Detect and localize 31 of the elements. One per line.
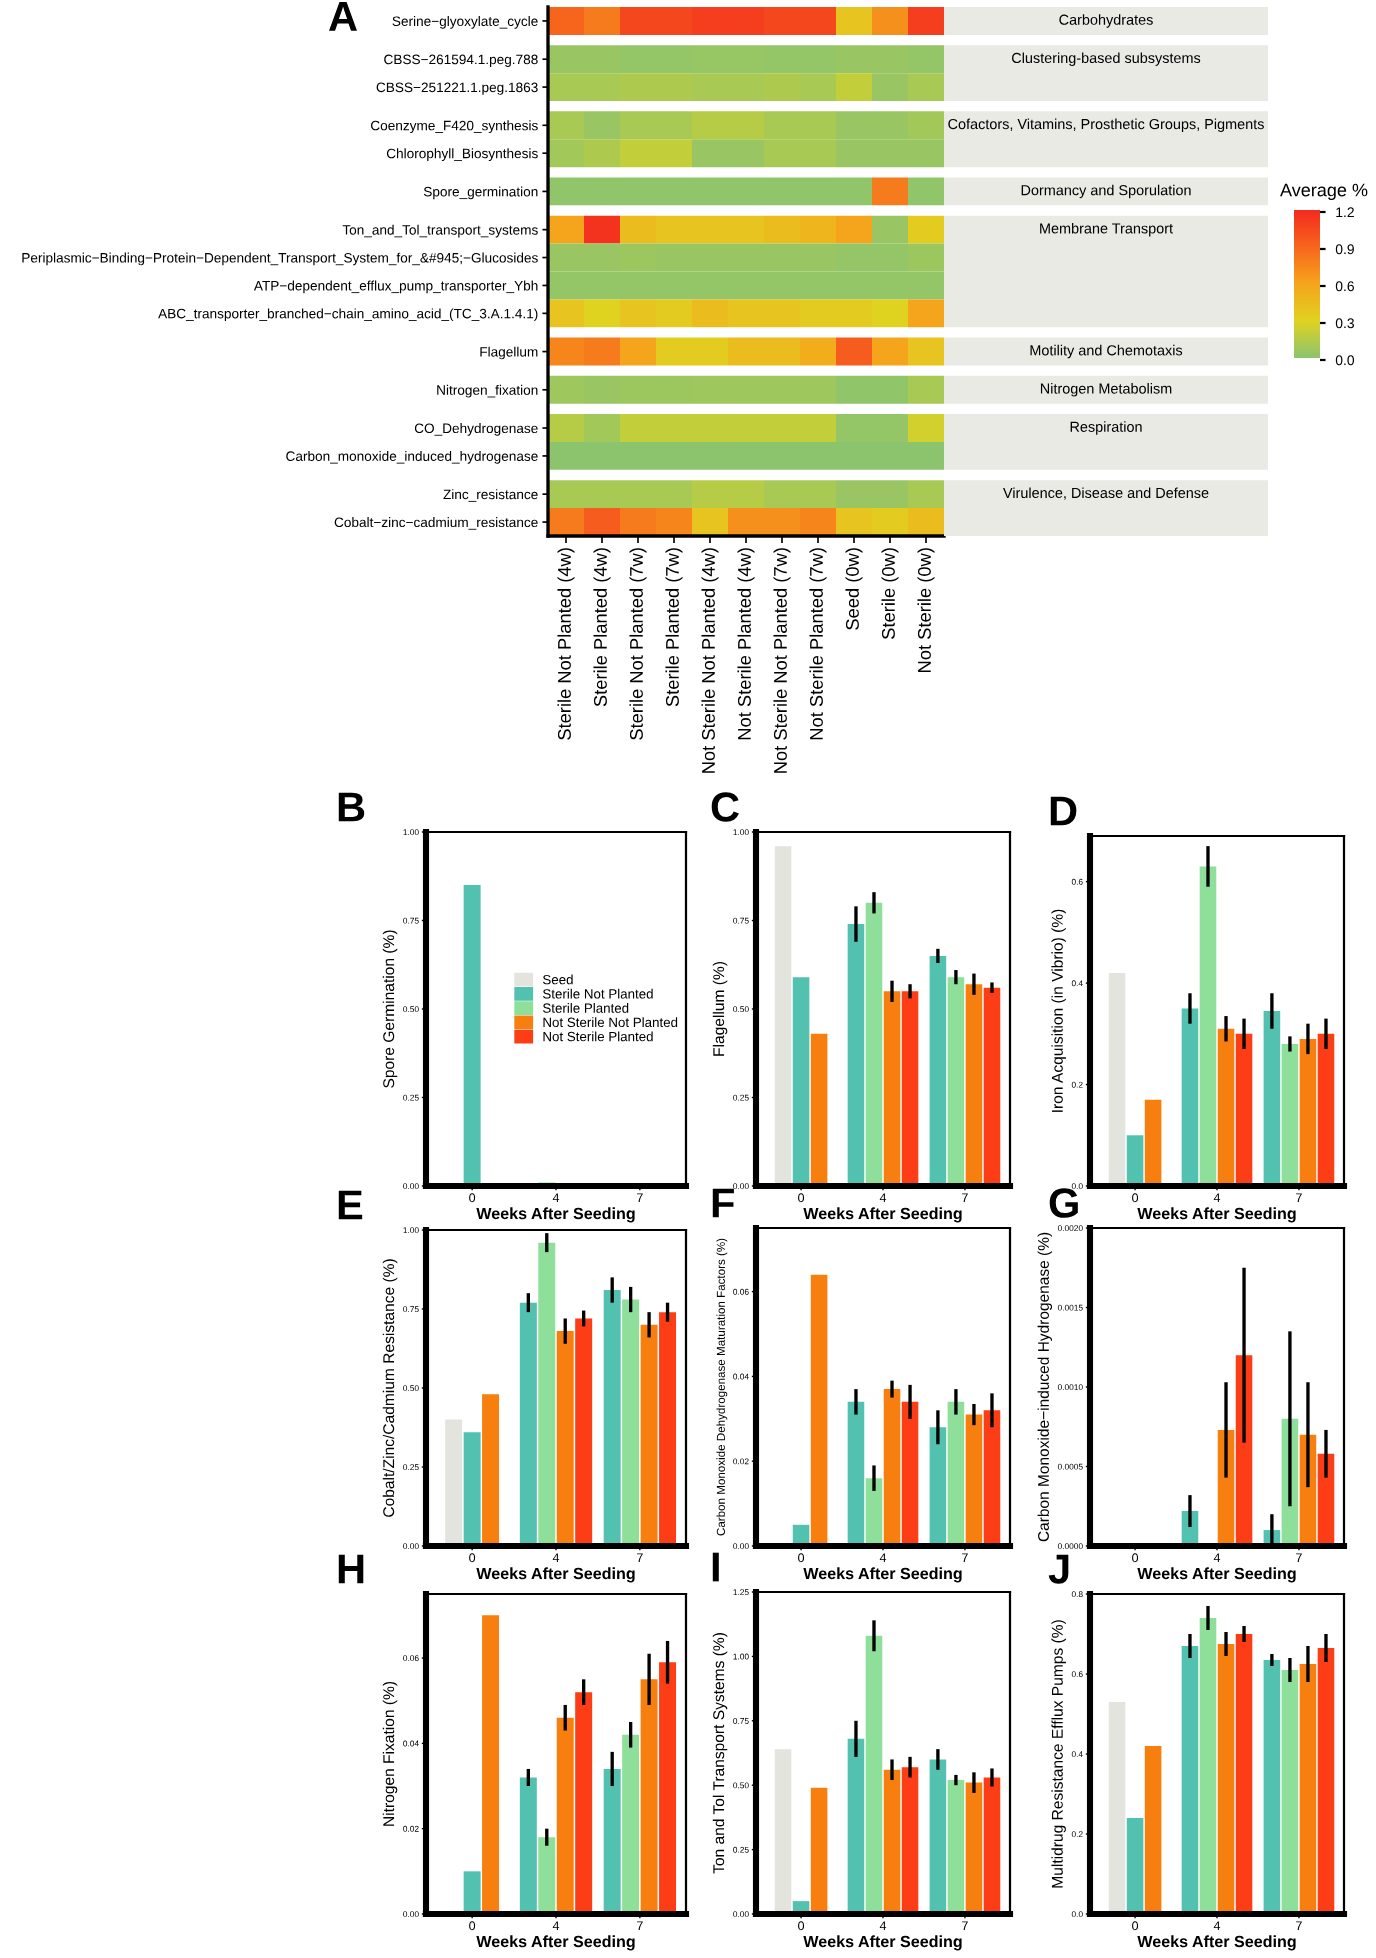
chart-title: B [338, 792, 365, 822]
chart-title: D [1050, 796, 1077, 826]
x-tick-label: Not Sterile Not Planted (4w) [701, 548, 719, 773]
chart-title: F [712, 1188, 734, 1218]
x-tick-label: Sterile Planted (4w) [593, 548, 611, 707]
x-tick-label: Not Sterile Planted (4w) [737, 548, 755, 740]
x-axis-title: Weeks After Seeding [1137, 1935, 1296, 1951]
x-tick-label: Sterile Planted (7w) [665, 548, 683, 707]
chart-title: H [338, 1554, 364, 1584]
x-tick-label: Sterile Not Planted (4w) [557, 548, 575, 740]
x-tick-label: Not Sterile Not Planted (7w) [773, 548, 791, 773]
x-axis-title: Weeks After Seeding [1137, 1567, 1296, 1583]
x-axis-title: Weeks After Seeding [476, 1207, 635, 1223]
chart-title: C [711, 792, 739, 822]
x-tick-label: Not Sterile Planted (7w) [809, 548, 827, 740]
chart-title: J [1048, 1554, 1069, 1584]
x-tick-label: Sterile Not Planted (7w) [629, 548, 647, 740]
chart-title: E [338, 1190, 363, 1220]
color-bar-title: Average % [1280, 183, 1368, 200]
x-tick-label: Sterile (0w) [881, 548, 899, 639]
x-axis-title: Weeks After Seeding [476, 1935, 635, 1951]
chart-title: G [1049, 1188, 1078, 1218]
x-axis-title: Weeks After Seeding [803, 1207, 962, 1223]
x-tick-label: Seed (0w) [845, 548, 863, 630]
x-axis-title: Weeks After Seeding [476, 1567, 635, 1583]
x-tick-label: Not Sterile (0w) [917, 548, 935, 672]
x-axis-title: Weeks After Seeding [803, 1935, 962, 1951]
x-axis-title: Weeks After Seeding [803, 1567, 962, 1583]
x-axis-title: Weeks After Seeding [1137, 1207, 1296, 1223]
chart-title: I [712, 1552, 719, 1582]
chart-title: A [329, 2, 357, 31]
